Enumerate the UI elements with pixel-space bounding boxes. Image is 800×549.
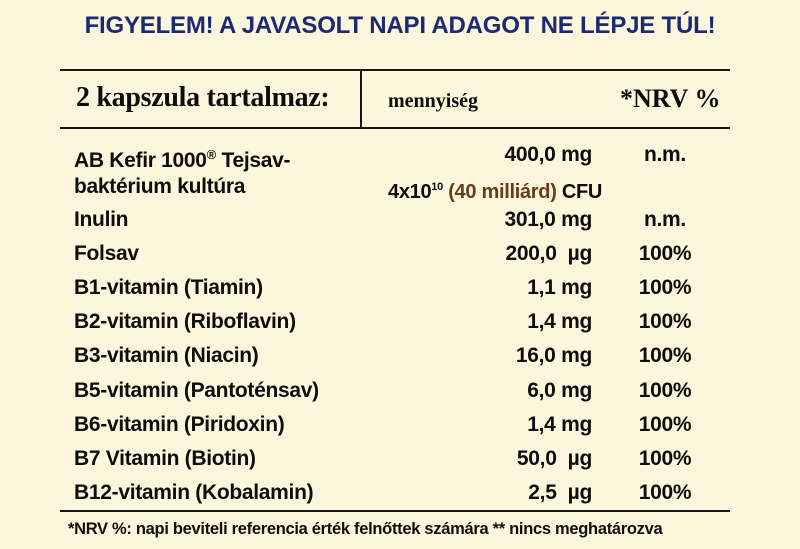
ingredient-nrv: 100%	[638, 378, 692, 402]
ingredient-nrv: 100%	[638, 412, 692, 436]
ingredient-amount: 301,0 mg	[504, 208, 593, 231]
ingredient-nrv: 100%	[638, 446, 692, 470]
ingredient-name: AB Kefir 1000® Tejsav-	[74, 147, 291, 172]
ingredient-name: B7 Vitamin (Biotin)	[74, 446, 256, 470]
ingredient-nrv: n.m.	[644, 208, 686, 231]
ingredient-name: B1-vitamin (Tiamin)	[74, 276, 263, 300]
ingredient-name: B6-vitamin (Piridoxin)	[74, 412, 285, 436]
table-row: B6-vitamin (Piridoxin) 1,4 mg 100%	[0, 408, 800, 442]
table-row: Inulin 301,0 mg n.m.	[0, 203, 800, 237]
header-quantity: mennyiség	[388, 90, 478, 112]
ingredient-amount: 6,0 mg	[527, 378, 592, 402]
ingredient-amount: 1,1 mg	[527, 276, 592, 300]
table-row: B12-vitamin (Kobalamin) 2,5 µg 100%	[0, 476, 800, 510]
ingredient-amount: 2,5 µg	[528, 480, 592, 504]
ingredient-name: B3-vitamin (Niacin)	[74, 344, 259, 368]
header-nrv: *NRV %	[620, 84, 721, 113]
table-row: B1-vitamin (Tiamin) 1,1 mg 100%	[0, 271, 800, 305]
header-label: 2 kapszula tartalmaz:	[76, 82, 330, 113]
ingredient-amount: 1,4 mg	[527, 412, 592, 436]
ingredient-name: B5-vitamin (Pantoténsav)	[74, 378, 319, 402]
cfu-count: 4x1010 (40 milliárd) CFU	[388, 181, 603, 203]
table-row: B3-vitamin (Niacin) 16,0 mg 100%	[0, 339, 800, 373]
ingredient-amount: 200,0 µg	[505, 242, 593, 266]
ingredient-amount: 50,0 µg	[516, 446, 592, 470]
ingredient-name: Inulin	[74, 208, 129, 231]
ingredient-name-line2: baktérium kultúra	[74, 175, 246, 198]
ingredient-amount: 400,0 mg	[504, 143, 593, 166]
ingredient-name: B2-vitamin (Riboflavin)	[74, 310, 296, 334]
ingredient-nrv: 100%	[638, 276, 692, 300]
table-row-kefir: AB Kefir 1000® Tejsav- 400,0 mg n.m.	[0, 138, 800, 172]
ingredient-nrv: 100%	[638, 310, 692, 334]
table-header-rule	[60, 127, 730, 129]
ingredient-amount: 16,0 mg	[515, 344, 592, 368]
ingredient-amount: 1,4 mg	[527, 310, 592, 334]
table-row: B2-vitamin (Riboflavin) 1,4 mg 100%	[0, 305, 800, 339]
table-top-rule	[60, 69, 730, 71]
ingredient-name: B12-vitamin (Kobalamin)	[74, 480, 314, 504]
table-row: B7 Vitamin (Biotin) 50,0 µg 100%	[0, 442, 800, 476]
ingredient-nrv: n.m.	[644, 143, 686, 166]
table-bottom-rule	[60, 510, 730, 512]
header-divider	[360, 69, 362, 129]
ingredient-nrv: 100%	[638, 480, 692, 504]
footnote: *NRV %: napi beviteli referencia érték f…	[68, 520, 663, 538]
ingredient-name: Folsav	[74, 242, 139, 266]
ingredient-nrv: 100%	[638, 242, 692, 266]
table-row: Folsav 200,0 µg 100%	[0, 237, 800, 271]
table-row: B5-vitamin (Pantoténsav) 6,0 mg 100%	[0, 374, 800, 408]
warning-heading: FIGYELEM! A JAVASOLT NAPI ADAGOT NE LÉPJ…	[84, 12, 716, 39]
ingredient-nrv: 100%	[638, 344, 692, 368]
